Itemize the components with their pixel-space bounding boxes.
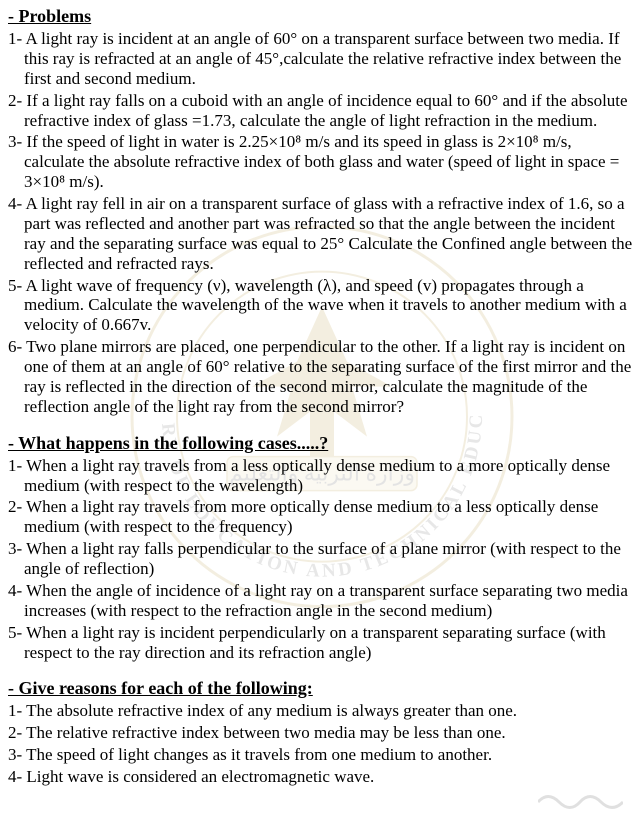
list-item: 1- The absolute refractive index of any … (8, 701, 635, 721)
item-text: The speed of light changes as it travels… (26, 745, 492, 764)
list-item: 4- When the angle of incidence of a ligh… (8, 581, 635, 621)
item-number: 3- (8, 745, 26, 764)
item-text: A light wave of frequency (ν), wavelengt… (24, 276, 627, 335)
item-number: 3- (8, 132, 26, 151)
whathappens-list: 1- When a light ray travels from a less … (8, 456, 635, 663)
item-number: 4- (8, 581, 26, 600)
item-text: If the speed of light in water is 2.25×1… (24, 132, 619, 191)
decorative-wave-icon (538, 791, 623, 813)
item-text: When a light ray falls perpendicular to … (24, 539, 621, 578)
document-body: - Problems 1- A light ray is incident at… (8, 6, 635, 787)
list-item: 2- If a light ray falls on a cuboid with… (8, 91, 635, 131)
item-text: A light ray is incident at an angle of 6… (24, 29, 621, 88)
list-item: 5- When a light ray is incident perpendi… (8, 623, 635, 663)
list-item: 3- When a light ray falls perpendicular … (8, 539, 635, 579)
list-item: 2- When a light ray travels from more op… (8, 497, 635, 537)
item-text: The relative refractive index between tw… (26, 723, 506, 742)
list-item: 4- Light wave is considered an electroma… (8, 767, 635, 787)
list-item: 1- When a light ray travels from a less … (8, 456, 635, 496)
item-text: Two plane mirrors are placed, one perpen… (24, 337, 631, 416)
problems-list: 1- A light ray is incident at an angle o… (8, 29, 635, 417)
item-number: 4- (8, 767, 26, 786)
item-number: 3- (8, 539, 26, 558)
item-number: 1- (8, 701, 26, 720)
section-heading-problems: - Problems (8, 6, 635, 27)
page: وزارة التربية والتعليم MINISTRY OF EDUCA… (0, 0, 643, 823)
item-number: 1- (8, 29, 25, 48)
item-number: 1- (8, 456, 26, 475)
item-number: 2- (8, 497, 26, 516)
item-text: The absolute refractive index of any med… (26, 701, 517, 720)
item-text: If a light ray falls on a cuboid with an… (24, 91, 628, 130)
list-item: 3- If the speed of light in water is 2.2… (8, 132, 635, 192)
list-item: 2- The relative refractive index between… (8, 723, 635, 743)
item-number: 2- (8, 91, 26, 110)
section-heading-givereasons: - Give reasons for each of the following… (8, 678, 635, 699)
section-heading-whathappens: - What happens in the following cases...… (8, 433, 635, 454)
item-number: 2- (8, 723, 26, 742)
item-text: When the angle of incidence of a light r… (24, 581, 628, 620)
list-item: 5- A light wave of frequency (ν), wavele… (8, 276, 635, 336)
givereasons-list: 1- The absolute refractive index of any … (8, 701, 635, 787)
item-number: 5- (8, 276, 25, 295)
item-number: 6- (8, 337, 26, 356)
item-text: When a light ray travels from a less opt… (24, 456, 610, 495)
item-text: A light ray fell in air on a transparent… (24, 194, 632, 273)
item-number: 4- (8, 194, 25, 213)
list-item: 4- A light ray fell in air on a transpar… (8, 194, 635, 274)
list-item: 3- The speed of light changes as it trav… (8, 745, 635, 765)
item-text: Light wave is considered an electromagne… (26, 767, 374, 786)
item-text: When a light ray is incident perpendicul… (24, 623, 606, 662)
item-text: When a light ray travels from more optic… (24, 497, 598, 536)
list-item: 6- Two plane mirrors are placed, one per… (8, 337, 635, 417)
list-item: 1- A light ray is incident at an angle o… (8, 29, 635, 89)
item-number: 5- (8, 623, 26, 642)
